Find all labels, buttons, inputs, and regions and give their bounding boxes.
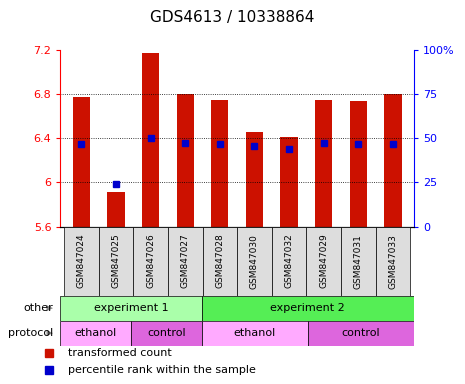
Text: GSM847030: GSM847030 [250,234,259,288]
Bar [385,94,402,227]
Bar [60,321,131,346]
Text: protocol: protocol [8,328,53,338]
Text: percentile rank within the sample: percentile rank within the sample [68,366,256,376]
Text: ethanol: ethanol [234,328,276,338]
Bar [73,98,90,227]
Text: control: control [341,328,380,338]
Bar [350,101,367,227]
Bar [202,321,308,346]
Text: GSM847028: GSM847028 [215,234,224,288]
Text: transformed count: transformed count [68,348,172,358]
Text: GSM847032: GSM847032 [285,234,293,288]
Bar [177,94,194,227]
Text: GSM847026: GSM847026 [146,234,155,288]
Text: GSM847031: GSM847031 [354,234,363,288]
Bar [168,227,202,296]
Text: experiment 1: experiment 1 [94,303,168,313]
Bar [341,227,376,296]
Bar [131,321,202,346]
Bar [272,227,306,296]
Bar [142,53,159,227]
Text: control: control [147,328,186,338]
Bar [133,227,168,296]
Text: GSM847024: GSM847024 [77,234,86,288]
Text: GSM847033: GSM847033 [389,234,398,288]
Bar [202,227,237,296]
Text: experiment 2: experiment 2 [271,303,345,313]
Bar [64,227,99,296]
Bar [246,132,263,227]
Text: GDS4613 / 10338864: GDS4613 / 10338864 [150,10,315,25]
Bar [211,99,228,227]
Bar [308,321,414,346]
Bar [60,296,202,321]
Bar [280,137,298,227]
Bar [306,227,341,296]
Text: GSM847027: GSM847027 [181,234,190,288]
Bar [376,227,411,296]
Bar [237,227,272,296]
Text: other: other [24,303,53,313]
Bar [202,296,414,321]
Text: GSM847025: GSM847025 [112,234,120,288]
Bar [107,192,125,227]
Bar [315,99,332,227]
Bar [99,227,133,296]
Text: GSM847029: GSM847029 [319,234,328,288]
Text: ethanol: ethanol [75,328,117,338]
